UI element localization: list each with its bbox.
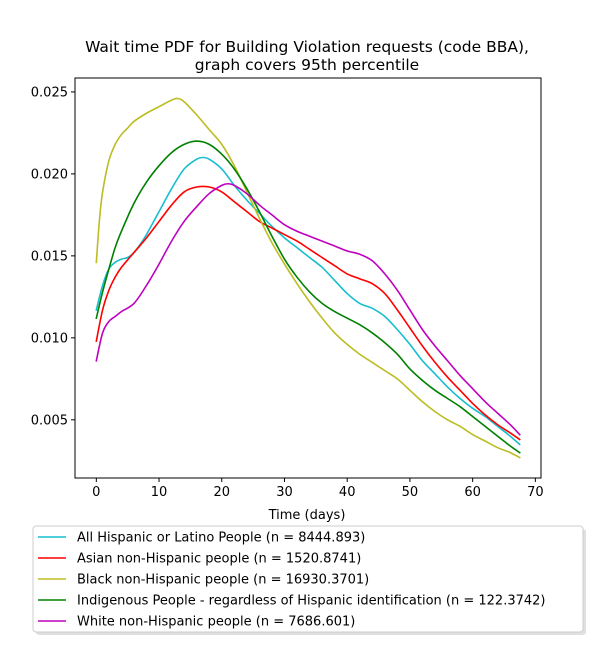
x-tick-label: 40: [339, 485, 356, 500]
series-line-4: [95, 182, 521, 436]
plot-area: [74, 77, 542, 479]
y-axis: 0.005 0.010 0.015 0.020 0.025: [31, 85, 75, 428]
legend-label-3: Indigenous People - regardless of Hispan…: [77, 594, 546, 609]
y-tick-label: 0.015: [31, 249, 68, 264]
x-tick-label: 10: [151, 485, 168, 500]
x-tick-label: 60: [464, 485, 481, 500]
legend-label-0: All Hispanic or Latino People (n = 8444.…: [77, 531, 365, 546]
plot-background: [75, 78, 541, 478]
legend: All Hispanic or Latino People (n = 8444.…: [32, 525, 586, 635]
series-line-2: [95, 97, 521, 459]
y-tick-label: 0.025: [31, 85, 68, 100]
x-tick-label: 30: [276, 485, 293, 500]
x-tick-label: 0: [92, 485, 100, 500]
series-layer: [95, 97, 521, 459]
y-tick-label: 0.005: [31, 413, 68, 428]
chart-title-line-1: Wait time PDF for Building Violation req…: [85, 38, 529, 56]
x-tick-label: 20: [213, 485, 230, 500]
legend-label-4: White non-Hispanic people (n = 7686.601): [77, 615, 355, 630]
x-axis-label: Time (days): [268, 508, 346, 523]
series-line-1: [95, 185, 521, 441]
y-tick-label: 0.020: [31, 167, 68, 182]
legend-box: [32, 525, 584, 633]
legend-label-2: Black non-Hispanic people (n = 16930.370…: [77, 573, 369, 588]
plot-frame: [74, 77, 542, 479]
legend-label-1: Asian non-Hispanic people (n = 1520.8741…: [77, 552, 361, 567]
y-tick-label: 0.010: [31, 331, 68, 346]
x-tick-label: 50: [402, 485, 419, 500]
x-axis: 0 10 20 30 40 50 60 70: [92, 478, 544, 500]
series-line-3: [95, 140, 521, 454]
legend-items: All Hispanic or Latino People (n = 8444.…: [38, 531, 546, 630]
chart-title-line-2: graph covers 95th percentile: [195, 56, 419, 74]
x-tick-label: 70: [527, 485, 544, 500]
